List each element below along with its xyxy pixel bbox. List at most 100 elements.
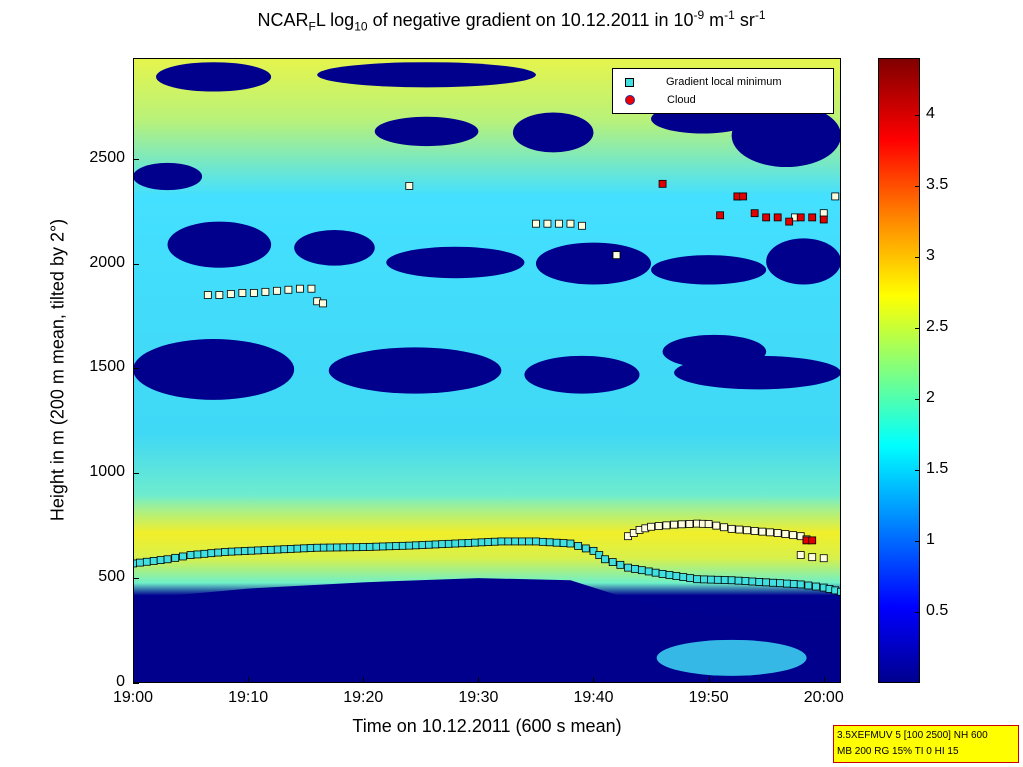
gradient-min-point-isolated: [296, 284, 304, 293]
gradient-min-point-upper: [654, 522, 663, 530]
dark-region-6: [133, 162, 203, 191]
colorbar-tick-label: 2: [926, 388, 935, 406]
y-tick-mark: [133, 473, 139, 475]
plot-frame: [133, 58, 841, 683]
gradient-min-point-upper: [789, 531, 797, 540]
legend-label: Gradient local minimum: [666, 76, 782, 88]
gradient-min-point: [589, 546, 598, 555]
dark-region-11: [651, 255, 767, 285]
gradient-min-point: [837, 587, 841, 596]
gradient-min-point-isolated: [226, 290, 235, 298]
x-tick-label: 19:00: [112, 689, 154, 706]
colorbar-tick-mark: [915, 327, 920, 329]
gradient-min-point-upper: [766, 528, 774, 537]
colorbar-tick-label: 4: [926, 104, 935, 122]
gradient-min-point-isolated: [238, 288, 247, 297]
gradient-min-point-isolated: [203, 291, 212, 299]
x-tick-label: 19:10: [228, 689, 269, 706]
y-axis-label: Height in m (200 m mean, tilted by 2°): [47, 218, 68, 522]
y-tick-mark: [133, 683, 139, 684]
gradient-min-point: [581, 544, 590, 553]
colorbar-tick-mark: [915, 611, 920, 613]
gradient-min-point-upper: [750, 527, 759, 535]
dark-region-2: [374, 116, 479, 147]
x-tick-mark: [478, 677, 480, 683]
gradient-min-point: [601, 555, 609, 564]
gradient-min-point-isolated: [612, 251, 621, 260]
gradient-min-point: [595, 551, 604, 559]
cloud-point: [716, 211, 725, 220]
dark-region-15: [524, 355, 640, 394]
cloud-point: [773, 213, 782, 222]
colorbar: [878, 58, 920, 683]
gradient-min-point: [812, 582, 820, 591]
gradient-min-point: [574, 542, 583, 550]
gradient-min-point-upper: [781, 530, 790, 538]
gradient-min-point-isolated: [831, 192, 840, 201]
gradient-min-point-upper: [758, 527, 767, 536]
x-tick-mark: [248, 677, 250, 683]
gradient-min-point-isolated: [543, 219, 552, 228]
colorbar-tick-mark: [915, 469, 920, 471]
gradient-min-point-upper: [773, 529, 782, 537]
gradient-min-point-isolated: [555, 219, 563, 228]
cloud-point: [750, 209, 759, 218]
gradient-min-point-isolated: [273, 286, 281, 295]
dark-region-12: [766, 238, 841, 285]
gradient-min-point-isolated: [405, 182, 414, 190]
y-tick-label: 500: [98, 568, 125, 586]
dark-region-3: [512, 112, 594, 153]
near-surface-blob: [656, 639, 807, 676]
gradient-min-point-upper: [670, 520, 678, 529]
gradient-min-point: [616, 560, 625, 569]
gradient-min-point-upper: [720, 523, 728, 532]
gradient-min-point: [804, 581, 813, 590]
gradient-min-point-isolated: [532, 219, 540, 228]
legend-label: Cloud: [667, 94, 696, 106]
y-tick-mark: [133, 368, 139, 370]
dark-region-8: [294, 229, 375, 266]
gradient-min-point-isolated: [578, 221, 586, 230]
colorbar-tick-label: 2.5: [926, 317, 949, 335]
gradient-min-point-upper: [704, 520, 713, 528]
gradient-min-point-upper: [727, 524, 736, 533]
gradient-min-point-branch: [819, 554, 828, 563]
gradient-min-point: [163, 555, 172, 564]
gradient-min-point-upper: [685, 520, 694, 528]
x-tick-label: 20:00: [803, 689, 844, 706]
gradient-min-point: [608, 558, 617, 566]
info-line-2: MB 200 RG 15% TI 0 HI 15: [837, 746, 959, 757]
gradient-min-point-upper: [712, 521, 721, 530]
cloud-point: [762, 213, 771, 222]
y-tick-mark: [133, 263, 139, 265]
info-line-1: 3.5XEFMUV 5 [100 2500] NH 600: [837, 730, 988, 741]
y-tick-label: 2500: [89, 148, 125, 166]
colorbar-tick-mark: [915, 398, 920, 400]
gradient-min-point-upper: [743, 526, 751, 535]
x-tick-mark: [363, 677, 365, 683]
y-tick-label: 1500: [89, 358, 125, 376]
cloud-point: [739, 192, 748, 201]
gradient-min-point-branch: [796, 551, 805, 559]
colorbar-tick-label: 0.5: [926, 601, 949, 619]
parameter-info-box: 3.5XEFMUV 5 [100 2500] NH 600 MB 200 RG …: [833, 725, 1019, 763]
dark-region-5: [731, 104, 841, 168]
dark-region-9: [386, 246, 525, 279]
legend: Gradient local minimum Cloud: [612, 68, 834, 114]
legend-circle-marker: [625, 95, 635, 105]
x-tick-label: 19:30: [458, 689, 499, 706]
chart-title: NCARFL log10 of negative gradient on 10.…: [257, 8, 766, 34]
dark-region-10: [535, 242, 652, 285]
colorbar-tick-mark: [915, 256, 920, 258]
dark-region-17: [674, 355, 841, 390]
x-tick-mark: [823, 677, 825, 683]
x-tick-mark: [133, 677, 134, 683]
heatmap-plot-area: [133, 58, 841, 683]
gradient-min-point-upper: [677, 520, 686, 529]
gradient-min-point-isolated: [319, 299, 327, 308]
gradient-min-point-upper: [735, 525, 744, 534]
colorbar-tick-label: 1: [926, 530, 935, 548]
gradient-min-point-isolated: [307, 284, 316, 293]
gradient-min-point-upper: [662, 521, 671, 530]
colorbar-tick-label: 3: [926, 246, 935, 264]
